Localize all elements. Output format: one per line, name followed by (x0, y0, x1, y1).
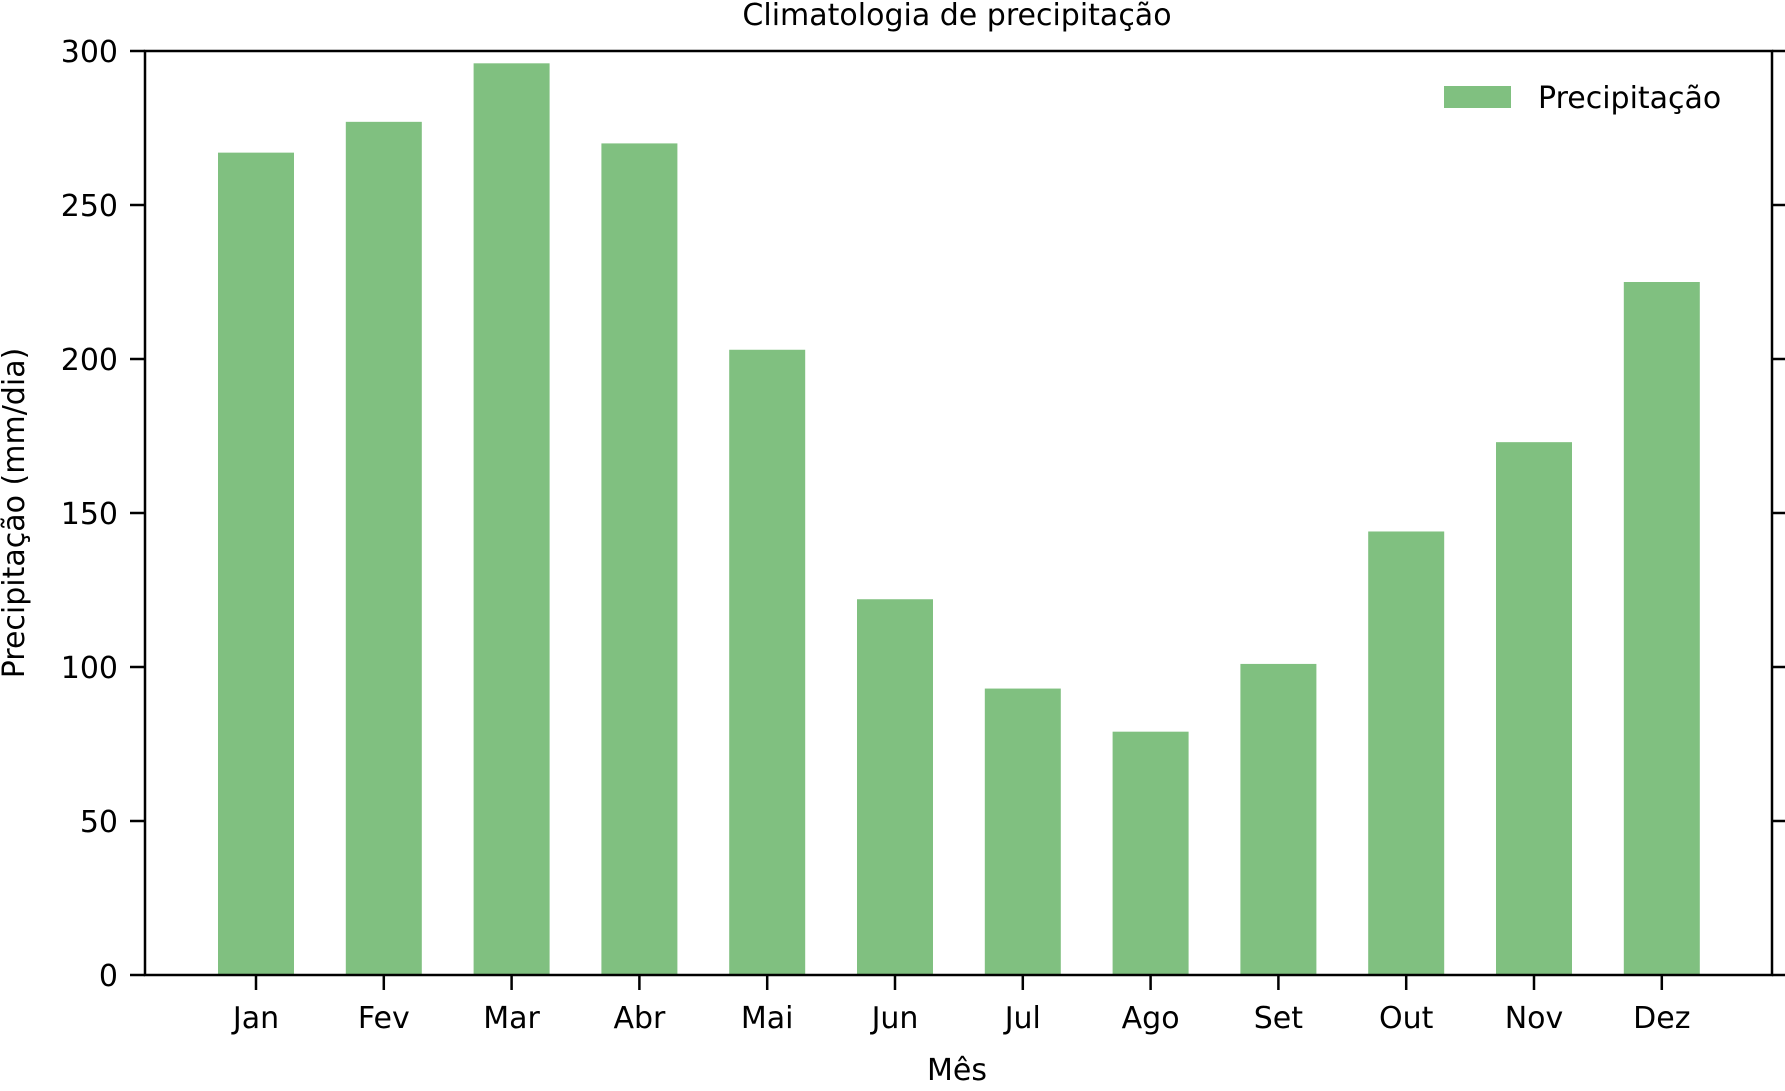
legend-swatch (1444, 86, 1511, 108)
x-tick-label: Jan (231, 1001, 279, 1036)
chart-title: Climatologia de precipitação (742, 0, 1171, 33)
y-tick-label: 250 (61, 189, 118, 224)
y-axis-ticks: 0 50 100 150 200 250 300 (61, 35, 1785, 994)
bar-set (1240, 663, 1317, 975)
x-tick-label: Abr (613, 1001, 666, 1036)
bar-abr (601, 143, 678, 975)
x-tick-label: Set (1254, 1001, 1304, 1036)
bar-mar (473, 63, 550, 975)
bar-ago (1112, 731, 1189, 975)
bar-nov (1496, 442, 1572, 975)
bar-jun (857, 599, 933, 975)
x-tick-label: Out (1379, 1001, 1434, 1036)
x-tick-label: Dez (1633, 1001, 1690, 1036)
legend: Precipitação (1444, 81, 1721, 116)
legend-label: Precipitação (1538, 81, 1721, 116)
bar-dez (1623, 282, 1700, 975)
y-axis-label: Precipitação (mm/dia) (0, 348, 32, 679)
bars-layer (218, 63, 1700, 976)
bar-jan (218, 152, 294, 975)
bar-out (1368, 531, 1445, 975)
y-tick-label: 100 (61, 651, 118, 686)
x-tick-label: Nov (1505, 1001, 1564, 1036)
x-tick-label: Jul (1003, 1001, 1041, 1036)
bar-mai (729, 349, 806, 975)
x-tick-label: Fev (358, 1001, 410, 1036)
x-axis-label: Mês (927, 1053, 987, 1087)
y-tick-label: 200 (61, 343, 118, 378)
x-tick-label: Mar (483, 1001, 540, 1036)
x-tick-label: Ago (1122, 1001, 1180, 1036)
y-tick-label: 50 (80, 805, 118, 840)
y-tick-label: 300 (61, 35, 118, 70)
x-tick-label: Mai (741, 1001, 794, 1036)
x-axis-ticks: Jan Fev Mar Abr Mai Jun Jul Ago Set Out Nov Dez (231, 975, 1690, 1036)
y-tick-label: 150 (61, 497, 118, 532)
x-tick-label: Jun (870, 1001, 919, 1036)
bar-fev (345, 121, 422, 976)
y-tick-label: 0 (99, 959, 118, 994)
bar-jul (984, 688, 1061, 975)
